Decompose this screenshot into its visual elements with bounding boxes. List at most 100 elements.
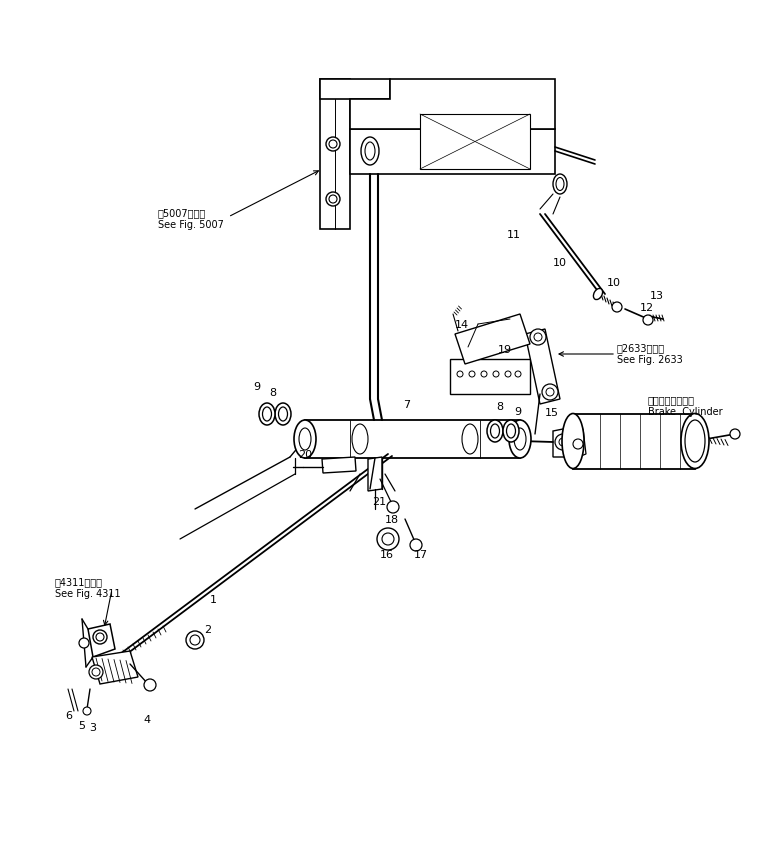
Ellipse shape [278, 407, 287, 422]
Ellipse shape [503, 420, 519, 443]
Circle shape [96, 633, 104, 641]
Ellipse shape [490, 424, 500, 438]
Ellipse shape [352, 424, 368, 455]
Ellipse shape [487, 420, 503, 443]
Circle shape [92, 668, 100, 676]
Circle shape [377, 529, 399, 550]
Circle shape [83, 707, 91, 715]
Text: 5: 5 [78, 720, 85, 730]
Text: 2: 2 [204, 624, 211, 635]
Text: 3: 3 [89, 722, 96, 732]
Circle shape [542, 385, 558, 400]
Ellipse shape [681, 414, 709, 469]
Text: 6: 6 [65, 710, 72, 720]
Polygon shape [322, 457, 356, 474]
Circle shape [559, 438, 567, 447]
Ellipse shape [509, 420, 531, 458]
Circle shape [410, 539, 422, 551]
Polygon shape [570, 430, 586, 460]
Circle shape [546, 388, 554, 397]
Circle shape [382, 533, 394, 545]
Ellipse shape [462, 424, 478, 455]
Circle shape [93, 630, 107, 644]
Text: 9: 9 [253, 381, 260, 392]
Circle shape [730, 430, 740, 439]
Text: See Fig. 5007: See Fig. 5007 [158, 220, 224, 230]
Text: ブレーキシリンダ: ブレーキシリンダ [648, 394, 695, 405]
Circle shape [89, 666, 103, 679]
Polygon shape [88, 624, 115, 657]
Ellipse shape [361, 138, 379, 166]
Ellipse shape [365, 143, 375, 161]
Polygon shape [455, 314, 530, 364]
Text: 15: 15 [545, 407, 559, 418]
Polygon shape [573, 414, 695, 469]
Ellipse shape [594, 289, 603, 300]
Polygon shape [92, 651, 138, 684]
Ellipse shape [685, 420, 705, 462]
Ellipse shape [263, 407, 271, 422]
Text: 20: 20 [298, 449, 312, 460]
Text: 第2633図参照: 第2633図参照 [617, 343, 665, 353]
Ellipse shape [294, 420, 316, 458]
Polygon shape [368, 457, 382, 492]
Circle shape [612, 303, 622, 313]
Polygon shape [553, 428, 573, 457]
Ellipse shape [259, 404, 275, 425]
Polygon shape [525, 330, 560, 405]
Circle shape [387, 501, 399, 513]
Text: 16: 16 [380, 549, 394, 560]
Text: See Fig. 4311: See Fig. 4311 [55, 588, 120, 598]
Text: 19: 19 [498, 344, 512, 355]
Circle shape [573, 439, 583, 449]
Ellipse shape [562, 414, 584, 469]
Text: 4: 4 [143, 714, 150, 724]
Ellipse shape [514, 429, 526, 450]
Text: 14: 14 [455, 319, 469, 330]
Text: 1: 1 [210, 594, 217, 604]
Text: 12: 12 [640, 303, 654, 313]
Text: 8: 8 [269, 387, 276, 398]
Circle shape [186, 631, 204, 649]
Circle shape [326, 193, 340, 207]
Polygon shape [450, 360, 530, 394]
Text: 第5007図参照: 第5007図参照 [158, 208, 206, 218]
Circle shape [515, 372, 521, 378]
Circle shape [643, 316, 653, 325]
Circle shape [326, 138, 340, 152]
Polygon shape [320, 80, 390, 100]
Text: 21: 21 [372, 497, 386, 506]
Ellipse shape [275, 404, 291, 425]
Circle shape [144, 679, 156, 691]
Ellipse shape [507, 424, 515, 438]
Circle shape [530, 330, 546, 345]
Text: See Fig. 2633: See Fig. 2633 [617, 355, 683, 364]
Ellipse shape [553, 175, 567, 195]
Ellipse shape [556, 178, 564, 191]
Text: 8: 8 [496, 401, 503, 412]
Circle shape [190, 635, 200, 645]
Text: 7: 7 [403, 400, 410, 410]
Circle shape [457, 372, 463, 378]
Circle shape [493, 372, 499, 378]
Circle shape [329, 141, 337, 149]
Circle shape [481, 372, 487, 378]
Circle shape [534, 333, 542, 342]
Text: 11: 11 [507, 230, 521, 239]
Text: 10: 10 [553, 257, 567, 268]
Text: 13: 13 [650, 291, 664, 300]
Circle shape [329, 195, 337, 204]
Polygon shape [420, 115, 530, 170]
Text: 9: 9 [514, 406, 521, 417]
Circle shape [469, 372, 475, 378]
Text: 第4311図参照: 第4311図参照 [55, 576, 103, 586]
Polygon shape [350, 130, 555, 175]
Circle shape [555, 435, 571, 450]
Ellipse shape [299, 429, 311, 450]
Text: 17: 17 [414, 549, 428, 560]
Circle shape [79, 638, 89, 648]
Circle shape [505, 372, 511, 378]
Polygon shape [350, 80, 555, 130]
Text: Brake  Cylinder: Brake Cylinder [648, 406, 723, 417]
Text: 18: 18 [385, 514, 399, 524]
